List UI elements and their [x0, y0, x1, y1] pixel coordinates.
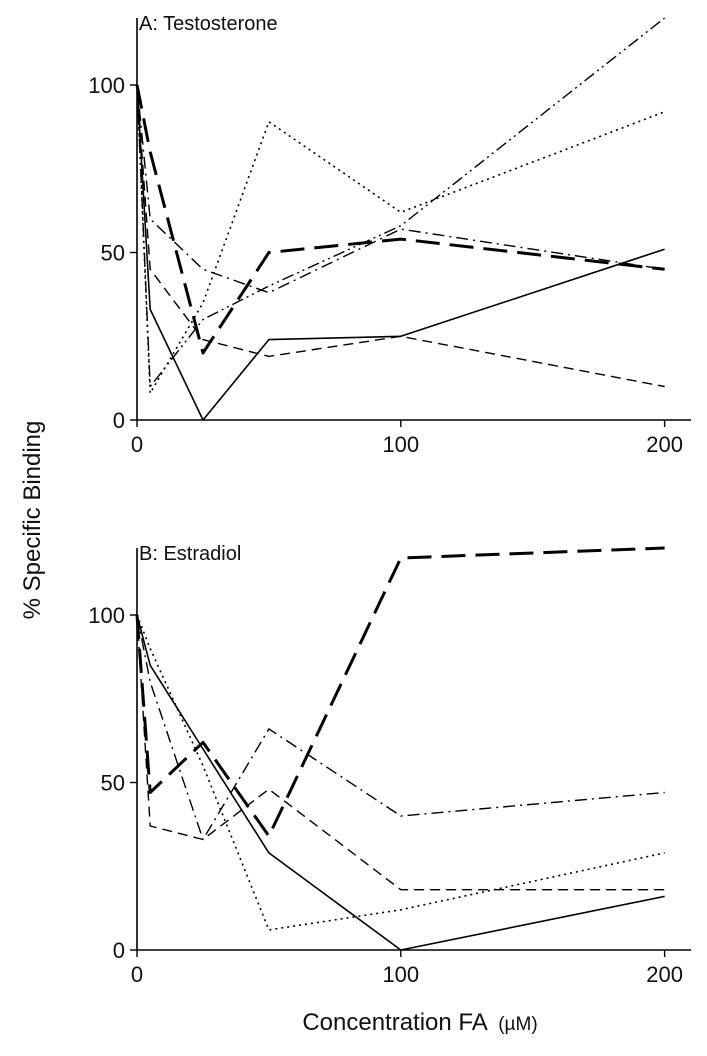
series-line-solid: [136, 614, 665, 951]
x-tick-label: 100: [382, 432, 419, 457]
x-axis-label-unit: (µM): [498, 1014, 537, 1035]
x-tick-label: 0: [131, 432, 143, 457]
series-line-dashed: [136, 614, 665, 891]
x-tick-label: 100: [382, 962, 419, 987]
series-line-dash-dot: [136, 614, 665, 841]
x-tick-label: 200: [646, 962, 683, 987]
chart-title: B: Estradiol: [139, 543, 241, 565]
chart-panel-2: 0 50 100 0 100 200 B: Estradiol: [88, 543, 691, 987]
x-axis-label-text: Concentration FA: [302, 1009, 487, 1036]
y-tick-label: 0: [113, 408, 125, 433]
y-tick-label: 50: [101, 241, 125, 266]
series-line-long-dash: [135, 546, 665, 838]
series-line-dashed: [136, 84, 665, 388]
y-tick-label: 0: [113, 938, 125, 963]
x-axis-label: Concentration FA (µM): [302, 1009, 537, 1036]
y-tick-label: 100: [88, 603, 125, 628]
series-line-dotted: [136, 614, 665, 931]
series-line-solid: [136, 84, 665, 421]
series-line-long-dash: [135, 84, 665, 355]
chart-panel-1: 0 50 100 0 100 200 A: Testosterone: [88, 13, 691, 457]
y-tick-label: 50: [101, 771, 125, 796]
y-axis-label: % Specific Binding: [19, 421, 46, 620]
series-line-dash-dot-dot: [136, 17, 666, 388]
series-line-dash-dot: [136, 84, 665, 294]
chart-title: A: Testosterone: [139, 13, 278, 35]
y-tick-label: 100: [88, 73, 125, 98]
x-tick-label: 200: [646, 432, 683, 457]
x-tick-label: 0: [131, 962, 143, 987]
